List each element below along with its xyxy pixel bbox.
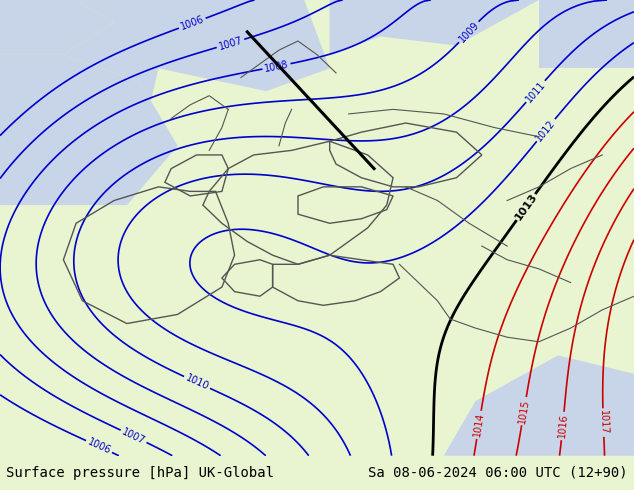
Text: 1017: 1017: [598, 410, 609, 435]
Text: 1009: 1009: [456, 20, 481, 44]
Polygon shape: [444, 355, 634, 456]
Text: 1006: 1006: [179, 14, 205, 32]
Text: 1014: 1014: [472, 412, 486, 438]
Text: 1012: 1012: [534, 118, 557, 143]
Polygon shape: [330, 0, 539, 55]
Text: 1008: 1008: [264, 59, 290, 74]
Polygon shape: [63, 0, 330, 205]
Polygon shape: [0, 55, 178, 205]
Text: 1015: 1015: [517, 398, 531, 424]
Text: Surface pressure [hPa] UK-Global: Surface pressure [hPa] UK-Global: [6, 466, 275, 480]
Text: Sa 08-06-2024 06:00 UTC (12+90): Sa 08-06-2024 06:00 UTC (12+90): [368, 466, 628, 480]
Text: 1006: 1006: [86, 437, 112, 456]
Text: 1011: 1011: [524, 79, 547, 104]
Text: 1010: 1010: [184, 373, 210, 392]
Text: 1007: 1007: [217, 35, 243, 52]
Text: 1016: 1016: [557, 414, 569, 439]
Polygon shape: [0, 0, 114, 55]
Text: 1007: 1007: [120, 426, 147, 446]
Polygon shape: [539, 0, 634, 69]
Text: 1013: 1013: [513, 192, 539, 222]
